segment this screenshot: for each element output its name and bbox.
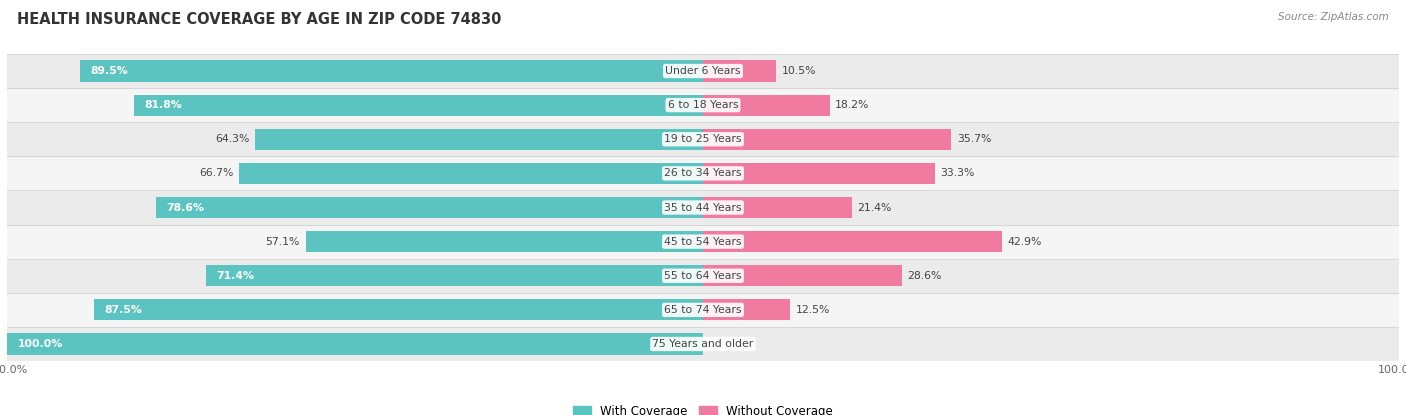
- Bar: [703, 61, 776, 82]
- Bar: [7, 225, 1399, 259]
- Bar: [305, 231, 703, 252]
- Bar: [7, 54, 1399, 88]
- Bar: [7, 122, 1399, 156]
- Bar: [703, 129, 952, 150]
- Text: 21.4%: 21.4%: [858, 203, 891, 212]
- Bar: [7, 156, 1399, 190]
- Text: 65 to 74 Years: 65 to 74 Years: [664, 305, 742, 315]
- Text: 89.5%: 89.5%: [90, 66, 128, 76]
- Bar: [703, 163, 935, 184]
- Text: HEALTH INSURANCE COVERAGE BY AGE IN ZIP CODE 74830: HEALTH INSURANCE COVERAGE BY AGE IN ZIP …: [17, 12, 502, 27]
- Text: 66.7%: 66.7%: [198, 168, 233, 178]
- Text: 19 to 25 Years: 19 to 25 Years: [664, 134, 742, 144]
- Text: 33.3%: 33.3%: [941, 168, 974, 178]
- Bar: [703, 265, 903, 286]
- Bar: [239, 163, 703, 184]
- Text: 100.0%: 100.0%: [17, 339, 63, 349]
- Bar: [94, 299, 703, 320]
- Bar: [156, 197, 703, 218]
- Text: 26 to 34 Years: 26 to 34 Years: [664, 168, 742, 178]
- Bar: [7, 327, 1399, 361]
- Bar: [256, 129, 703, 150]
- Bar: [7, 293, 1399, 327]
- Text: 18.2%: 18.2%: [835, 100, 869, 110]
- Bar: [7, 190, 1399, 225]
- Text: Source: ZipAtlas.com: Source: ZipAtlas.com: [1278, 12, 1389, 22]
- Bar: [134, 95, 703, 116]
- Bar: [703, 299, 790, 320]
- Bar: [7, 88, 1399, 122]
- Text: 64.3%: 64.3%: [215, 134, 250, 144]
- Text: 57.1%: 57.1%: [266, 237, 299, 247]
- Text: 71.4%: 71.4%: [217, 271, 254, 281]
- Bar: [703, 197, 852, 218]
- Text: 55 to 64 Years: 55 to 64 Years: [664, 271, 742, 281]
- Bar: [7, 333, 703, 354]
- Text: 42.9%: 42.9%: [1007, 237, 1042, 247]
- Text: 6 to 18 Years: 6 to 18 Years: [668, 100, 738, 110]
- Legend: With Coverage, Without Coverage: With Coverage, Without Coverage: [568, 400, 838, 415]
- Text: 75 Years and older: 75 Years and older: [652, 339, 754, 349]
- Bar: [80, 61, 703, 82]
- Text: 45 to 54 Years: 45 to 54 Years: [664, 237, 742, 247]
- Text: 81.8%: 81.8%: [145, 100, 181, 110]
- Text: Under 6 Years: Under 6 Years: [665, 66, 741, 76]
- Text: 35.7%: 35.7%: [957, 134, 991, 144]
- Bar: [703, 95, 830, 116]
- Text: 28.6%: 28.6%: [908, 271, 942, 281]
- Text: 10.5%: 10.5%: [782, 66, 815, 76]
- Bar: [207, 265, 703, 286]
- Text: 78.6%: 78.6%: [166, 203, 204, 212]
- Bar: [7, 259, 1399, 293]
- Text: 87.5%: 87.5%: [104, 305, 142, 315]
- Bar: [703, 231, 1001, 252]
- Text: 12.5%: 12.5%: [796, 305, 830, 315]
- Text: 35 to 44 Years: 35 to 44 Years: [664, 203, 742, 212]
